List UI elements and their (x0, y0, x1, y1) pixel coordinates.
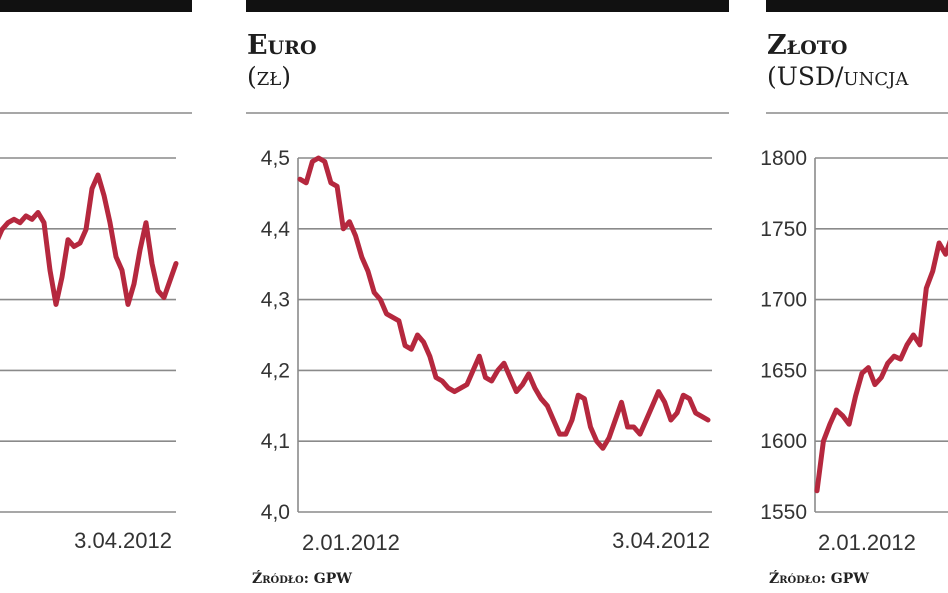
y-tick-label: 4,3 (261, 289, 290, 312)
y-tick-label: 4,1 (261, 430, 290, 453)
series-line (0, 172, 179, 307)
y-tick-label: 4,5 (261, 147, 290, 170)
series-line (814, 239, 948, 494)
y-tick-label: 1700 (760, 289, 807, 312)
gridlines (815, 157, 948, 513)
y-tick-label: 1650 (760, 359, 807, 382)
x-tick-label-start: 2.01.2012 (302, 530, 400, 555)
x-tick-label-end: 3.04.2012 (74, 528, 172, 553)
x-tick-label-start: 2.01.2012 (818, 530, 916, 555)
x-tick-label-end: 3.04.2012 (612, 528, 710, 553)
y-tick-label: 4,0 (261, 501, 290, 524)
y-tick-label: 4,2 (261, 359, 290, 382)
y-tick-label: 1750 (760, 218, 807, 241)
header-bar (766, 0, 948, 12)
y-axis-ticks: 4,0 4,1 4,2 4,3 4,4 4,5 (261, 147, 291, 524)
left-chart-panel: 3.04.2012 (0, 0, 192, 553)
series-line (297, 155, 711, 451)
source-note: Źródło: GPW (252, 569, 352, 587)
y-tick-label: 4,4 (261, 218, 291, 241)
y-axis-ticks: 1550 1600 1650 1700 1750 1800 (760, 147, 807, 524)
y-tick-label: 1600 (760, 430, 807, 453)
y-tick-label: 1800 (760, 147, 807, 170)
header-bar (0, 0, 192, 12)
gridlines (298, 157, 712, 513)
chart-title: Euro (247, 30, 317, 61)
header-bar (246, 0, 729, 12)
source-note: Źródło: GPW (769, 569, 869, 587)
gridlines (0, 157, 176, 513)
chart-title: Złoto (767, 30, 847, 61)
euro-chart-panel: Euro (zł) 4,0 4,1 4,2 4,3 4,4 4,5 2.01.2012 3… (246, 0, 729, 587)
gold-chart-panel: Złoto (USD/uncja 1550 1600 1650 1700 1750 180… (760, 0, 948, 587)
chart-subtitle: (zł) (247, 62, 291, 91)
chart-subtitle: (USD/uncja (767, 62, 909, 91)
y-tick-label: 1550 (760, 501, 807, 524)
